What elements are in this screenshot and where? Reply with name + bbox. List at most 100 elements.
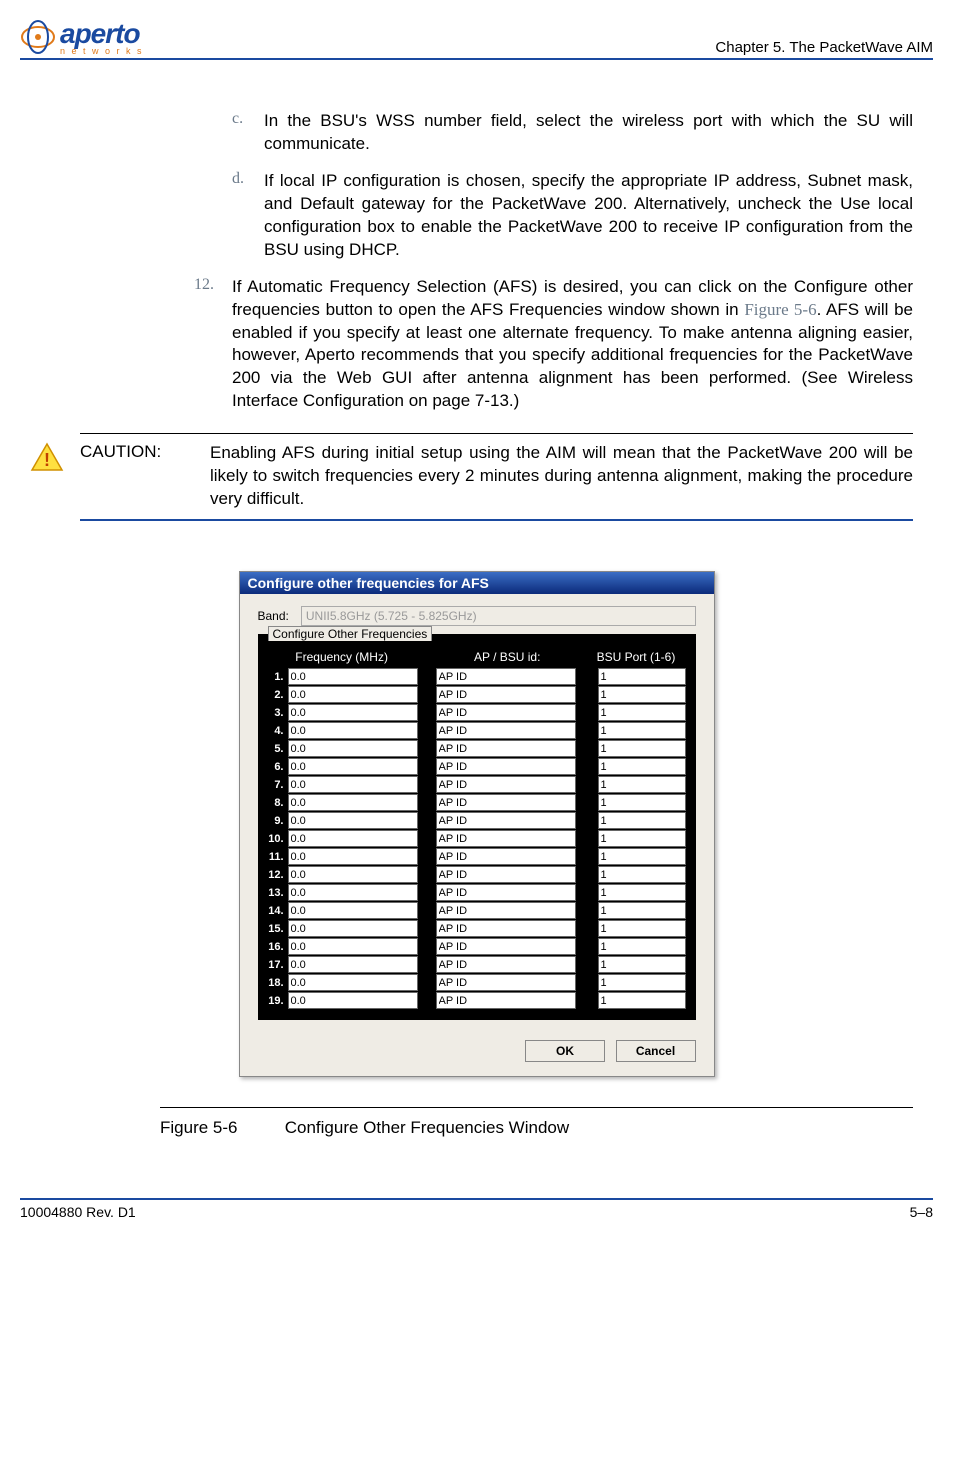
frequency-input[interactable] bbox=[288, 920, 418, 937]
row-number: 3. bbox=[268, 707, 288, 719]
frequency-row: 13. bbox=[268, 884, 686, 901]
cancel-button[interactable]: Cancel bbox=[616, 1040, 696, 1062]
row-number: 10. bbox=[268, 833, 288, 845]
bsu-port-input[interactable] bbox=[598, 794, 686, 811]
item-number: 12. bbox=[176, 276, 232, 414]
item-text: If Automatic Frequency Selection (AFS) i… bbox=[232, 276, 913, 414]
ap-id-input[interactable] bbox=[436, 866, 576, 883]
ap-id-input[interactable] bbox=[436, 956, 576, 973]
ap-id-input[interactable] bbox=[436, 830, 576, 847]
frequency-input[interactable] bbox=[288, 704, 418, 721]
ap-id-input[interactable] bbox=[436, 848, 576, 865]
caution-text: Enabling AFS during initial setup using … bbox=[210, 442, 913, 511]
row-number: 18. bbox=[268, 977, 288, 989]
frequency-input[interactable] bbox=[288, 776, 418, 793]
caution-label: CAUTION: bbox=[80, 442, 210, 511]
dialog-title: Configure other frequencies for AFS bbox=[240, 572, 714, 594]
row-number: 1. bbox=[268, 671, 288, 683]
frequencies-panel: Configure Other Frequencies Frequency (M… bbox=[258, 634, 696, 1020]
bsu-port-input[interactable] bbox=[598, 812, 686, 829]
row-number: 16. bbox=[268, 941, 288, 953]
ap-id-input[interactable] bbox=[436, 884, 576, 901]
frequency-row: 6. bbox=[268, 758, 686, 775]
frequency-input[interactable] bbox=[288, 902, 418, 919]
row-number: 13. bbox=[268, 887, 288, 899]
ap-id-input[interactable] bbox=[436, 668, 576, 685]
list-item-d: d. If local IP configuration is chosen, … bbox=[232, 170, 913, 262]
frequency-row: 3. bbox=[268, 704, 686, 721]
frequency-row: 5. bbox=[268, 740, 686, 757]
bsu-port-input[interactable] bbox=[598, 902, 686, 919]
bsu-port-input[interactable] bbox=[598, 992, 686, 1009]
ap-id-input[interactable] bbox=[436, 722, 576, 739]
ok-button[interactable]: OK bbox=[525, 1040, 605, 1062]
bsu-port-input[interactable] bbox=[598, 884, 686, 901]
bsu-port-input[interactable] bbox=[598, 938, 686, 955]
frequency-input[interactable] bbox=[288, 758, 418, 775]
frequency-input[interactable] bbox=[288, 686, 418, 703]
frequency-input[interactable] bbox=[288, 884, 418, 901]
frequency-input[interactable] bbox=[288, 722, 418, 739]
bsu-port-input[interactable] bbox=[598, 848, 686, 865]
frequency-row: 12. bbox=[268, 866, 686, 883]
page-footer: 10004880 Rev. D1 5–8 bbox=[20, 1198, 933, 1220]
bsu-port-input[interactable] bbox=[598, 722, 686, 739]
bsu-port-input[interactable] bbox=[598, 956, 686, 973]
frequency-row: 9. bbox=[268, 812, 686, 829]
column-headers: Frequency (MHz) AP / BSU id: BSU Port (1… bbox=[268, 650, 686, 668]
bsu-port-input[interactable] bbox=[598, 776, 686, 793]
frequency-input[interactable] bbox=[288, 812, 418, 829]
ap-id-input[interactable] bbox=[436, 992, 576, 1009]
frequency-row: 17. bbox=[268, 956, 686, 973]
band-select[interactable] bbox=[301, 606, 696, 626]
bsu-port-input[interactable] bbox=[598, 830, 686, 847]
frequency-input[interactable] bbox=[288, 830, 418, 847]
frequency-input[interactable] bbox=[288, 740, 418, 757]
bsu-port-input[interactable] bbox=[598, 920, 686, 937]
row-number: 17. bbox=[268, 959, 288, 971]
figure-reference: Figure 5-6 bbox=[744, 300, 816, 319]
ap-id-input[interactable] bbox=[436, 740, 576, 757]
frequency-input[interactable] bbox=[288, 866, 418, 883]
ap-id-input[interactable] bbox=[436, 794, 576, 811]
frequency-input[interactable] bbox=[288, 974, 418, 991]
frequency-input[interactable] bbox=[288, 938, 418, 955]
bsu-port-input[interactable] bbox=[598, 686, 686, 703]
logo: aperto n e t w o r k s bbox=[20, 18, 144, 56]
frequency-input[interactable] bbox=[288, 992, 418, 1009]
ap-id-input[interactable] bbox=[436, 758, 576, 775]
bsu-port-input[interactable] bbox=[598, 704, 686, 721]
frequency-row: 4. bbox=[268, 722, 686, 739]
frequency-input[interactable] bbox=[288, 668, 418, 685]
ap-id-input[interactable] bbox=[436, 974, 576, 991]
ap-id-input[interactable] bbox=[436, 920, 576, 937]
frequency-row: 8. bbox=[268, 794, 686, 811]
ap-id-input[interactable] bbox=[436, 704, 576, 721]
frequency-input[interactable] bbox=[288, 794, 418, 811]
bsu-port-input[interactable] bbox=[598, 740, 686, 757]
ap-id-input[interactable] bbox=[436, 902, 576, 919]
ap-id-input[interactable] bbox=[436, 938, 576, 955]
frequency-row: 10. bbox=[268, 830, 686, 847]
figure-caption: Figure 5-6 Configure Other Frequencies W… bbox=[160, 1107, 913, 1138]
frequency-input[interactable] bbox=[288, 956, 418, 973]
frequency-row: 14. bbox=[268, 902, 686, 919]
frequency-row: 18. bbox=[268, 974, 686, 991]
ap-id-input[interactable] bbox=[436, 812, 576, 829]
bsu-port-input[interactable] bbox=[598, 974, 686, 991]
row-number: 4. bbox=[268, 725, 288, 737]
row-number: 12. bbox=[268, 869, 288, 881]
figure-container: Configure other frequencies for AFS Band… bbox=[20, 571, 933, 1077]
ap-id-input[interactable] bbox=[436, 686, 576, 703]
col-frequency: Frequency (MHz) bbox=[291, 650, 428, 664]
figure-caption-text: Configure Other Frequencies Window bbox=[285, 1118, 569, 1137]
ap-id-input[interactable] bbox=[436, 776, 576, 793]
bsu-port-input[interactable] bbox=[598, 866, 686, 883]
logo-subtext: n e t w o r k s bbox=[60, 46, 144, 56]
row-number: 7. bbox=[268, 779, 288, 791]
frequency-input[interactable] bbox=[288, 848, 418, 865]
frequency-row: 1. bbox=[268, 668, 686, 685]
chapter-label: Chapter 5. The PacketWave AIM bbox=[715, 39, 933, 56]
bsu-port-input[interactable] bbox=[598, 758, 686, 775]
bsu-port-input[interactable] bbox=[598, 668, 686, 685]
